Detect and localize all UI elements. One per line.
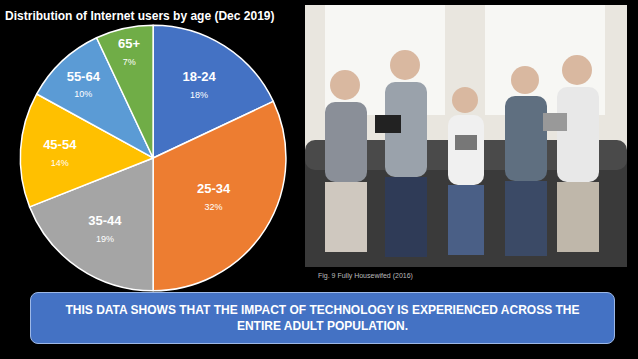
html-text:Fig. 9 Fully Housewifed (2016): Fig. 9 Fully Housewifed (2016) [318, 272, 413, 279]
html-text:THIS DATA SHOWS THAT THE IMPAC: THIS DATA SHOWS THAT THE IMPACT OF TECHN… [65, 303, 580, 333]
svg-text:45-5414%: 45-5414% [43, 137, 77, 168]
svg-text:55-6410%: 55-6410% [67, 69, 101, 100]
svg-text:35-4419%: 35-4419% [88, 213, 122, 244]
svg-text:Distribution of Internet users: Distribution of Internet users by age (D… [5, 9, 274, 23]
svg-text:18-2418%: 18-2418% [182, 69, 216, 100]
svg-text:65+7%: 65+7% [118, 36, 140, 67]
svg-text:25-3432%: 25-3432% [197, 181, 231, 212]
